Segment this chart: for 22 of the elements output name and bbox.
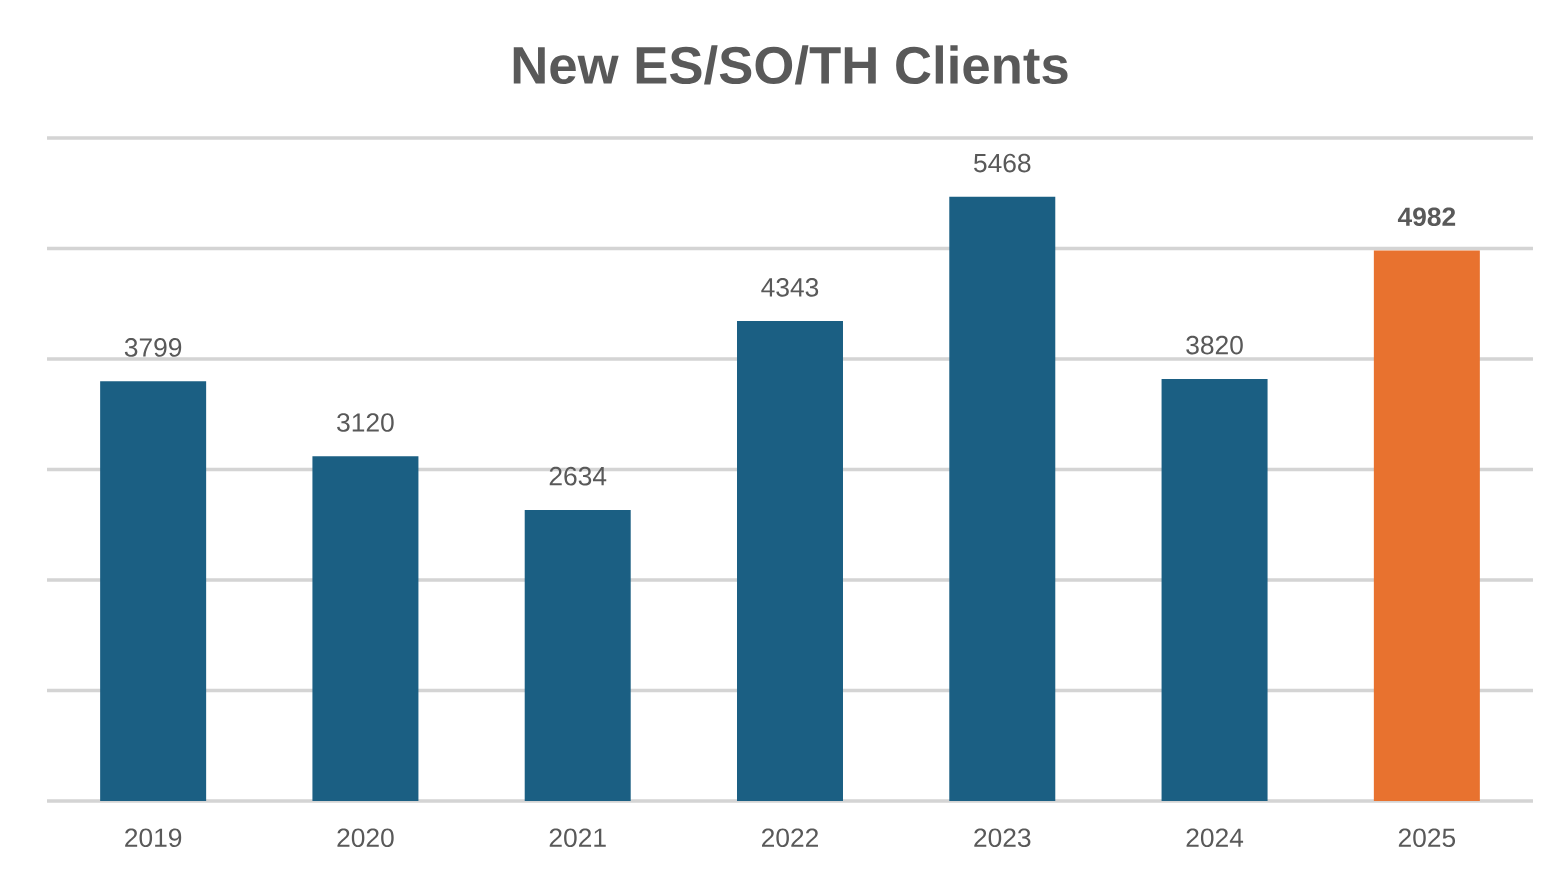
- bar: [1373, 250, 1480, 801]
- bar: [312, 456, 419, 801]
- data-label: 3799: [124, 338, 182, 357]
- bar: [737, 321, 843, 801]
- x-tick-label: 2021: [549, 828, 606, 848]
- bar: [949, 196, 1056, 801]
- x-tick-label: 2024: [1186, 828, 1244, 848]
- x-tick-label: 2020: [337, 828, 394, 848]
- x-tick-label: 2022: [762, 828, 818, 848]
- bar: [524, 509, 631, 801]
- bar: [1161, 378, 1268, 801]
- data-label: 3120: [337, 413, 394, 432]
- data-label: 4343: [761, 278, 819, 297]
- data-label: 2634: [549, 466, 607, 486]
- data-label: 4982: [1397, 207, 1456, 227]
- bar: [100, 381, 207, 801]
- chart-title: New ES/SO/TH Clients: [513, 45, 1068, 85]
- x-tick-label: 2025: [1398, 828, 1456, 848]
- data-label: 3820: [1186, 335, 1243, 355]
- x-tick-label: 2023: [974, 828, 1031, 848]
- x-tick-label: 2019: [125, 828, 182, 848]
- data-label: 5468: [974, 153, 1031, 173]
